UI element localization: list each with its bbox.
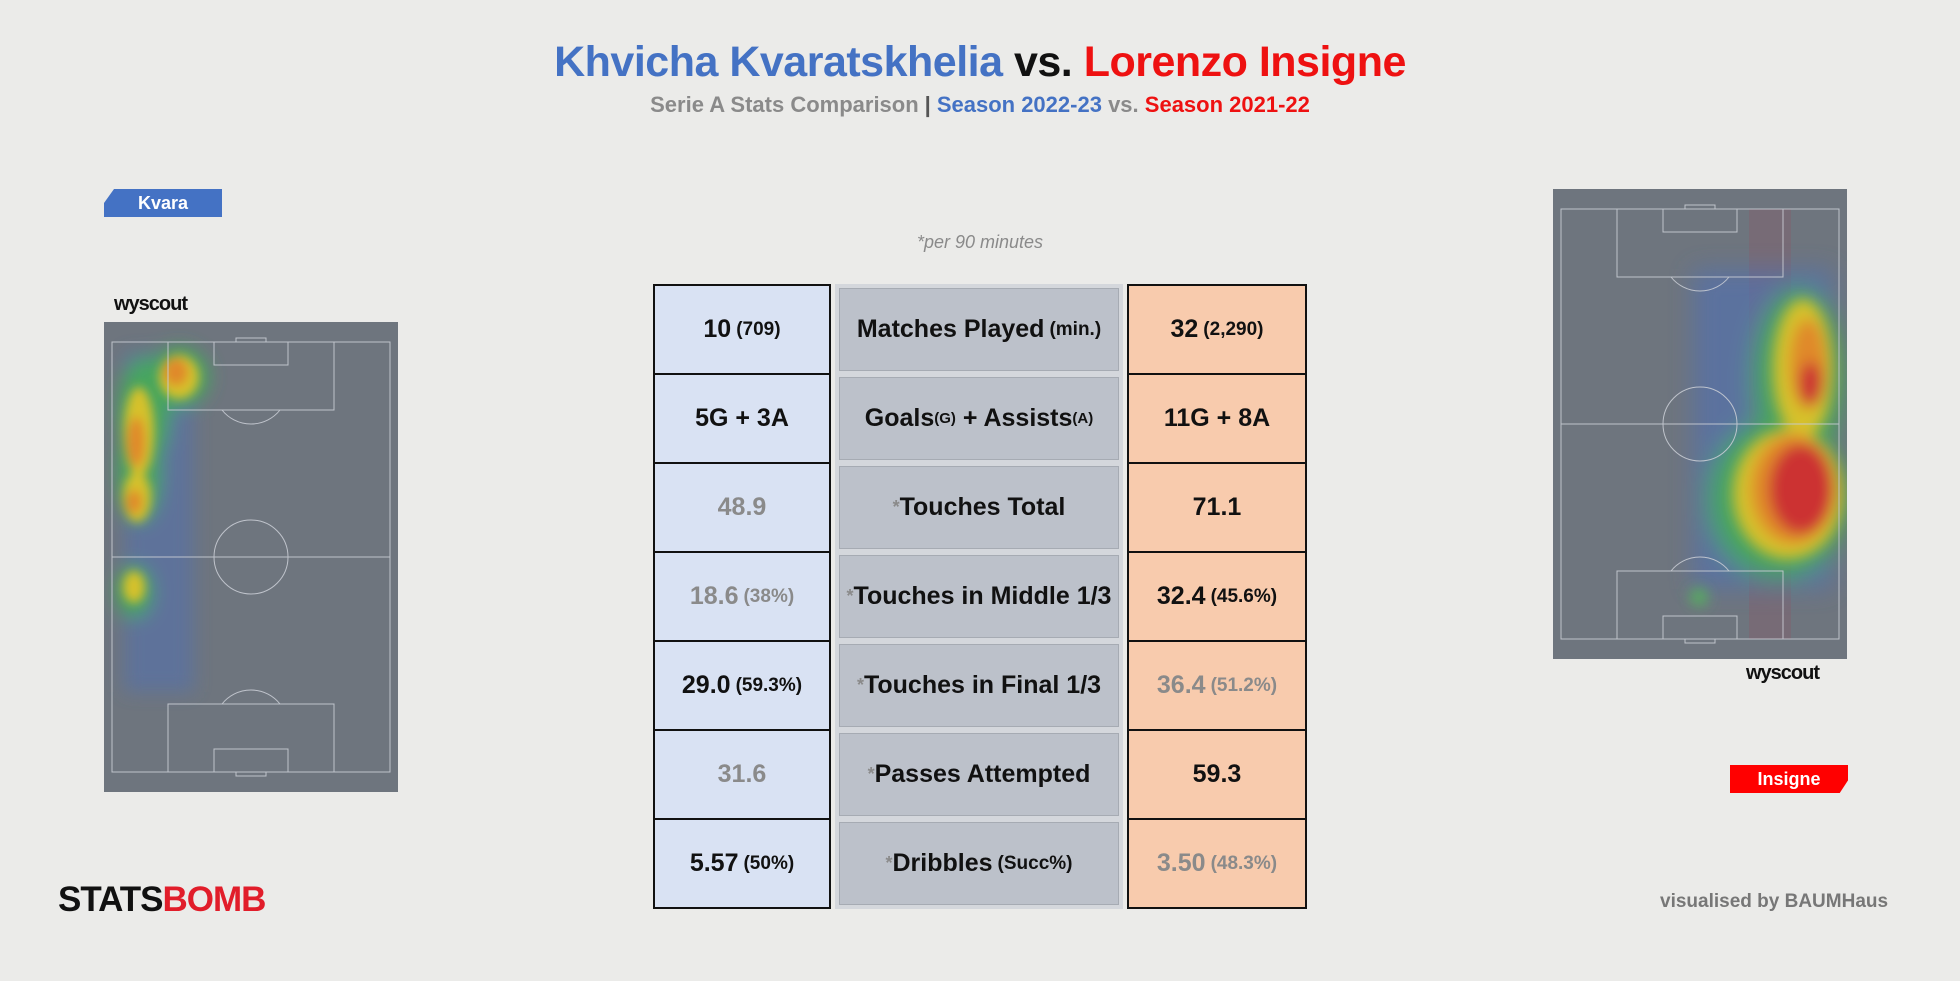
heatmap-pitch-left bbox=[104, 322, 398, 792]
player-b-tag: Insigne bbox=[1730, 765, 1848, 793]
player-a-value: 31.6 bbox=[653, 729, 831, 820]
stat-label: * Dribbles (Succ%) bbox=[835, 818, 1123, 909]
table-row: 5G + 3A Goals (G) + Assists (A) 11G + 8A bbox=[653, 373, 1307, 464]
stat-label: Matches Played (min.) bbox=[835, 284, 1123, 375]
table-row: 29.0 (59.3%) * Touches in Final 1/3 36.4 (5… bbox=[653, 640, 1307, 731]
player-b-value: 59.3 bbox=[1127, 729, 1307, 820]
subtitle-separator: | bbox=[924, 92, 931, 117]
per90-note: *per 90 minutes bbox=[916, 232, 1044, 252]
statsbomb-logo: STATSBOMB bbox=[58, 880, 266, 919]
player-b-value: 11G + 8A bbox=[1127, 373, 1307, 464]
subtitle-vs: vs. bbox=[1108, 92, 1139, 117]
credit-text: visualised by BAUMHaus bbox=[1660, 891, 1889, 912]
player-b-name: Lorenzo Insigne bbox=[1083, 38, 1407, 86]
player-b-value: 3.50 (48.3%) bbox=[1127, 818, 1307, 909]
player-b-value: 36.4 (51.2%) bbox=[1127, 640, 1307, 731]
stats-comparison-table: 10 (709) Matches Played (min.) 32 (2,290) 5… bbox=[653, 284, 1307, 909]
player-a-value: 29.0 (59.3%) bbox=[653, 640, 831, 731]
subtitle: Serie A Stats Comparison | Season 2022-23 … bbox=[0, 92, 1960, 118]
provider-label-right: wyscout bbox=[1746, 662, 1820, 684]
season-a: Season 2022-23 bbox=[936, 92, 1102, 117]
stat-label: Goals (G) + Assists (A) bbox=[835, 373, 1123, 464]
player-b-value: 71.1 bbox=[1127, 462, 1307, 553]
subtitle-lead: Serie A Stats Comparison bbox=[650, 92, 919, 117]
title-vs: vs. bbox=[1013, 38, 1073, 86]
stat-label: * Touches in Middle 1/3 bbox=[835, 551, 1123, 642]
player-a-tag: Kvara bbox=[104, 189, 222, 217]
player-a-value: 5G + 3A bbox=[653, 373, 831, 464]
provider-label-left: wyscout bbox=[114, 293, 188, 315]
player-a-value: 48.9 bbox=[653, 462, 831, 553]
table-row: 10 (709) Matches Played (min.) 32 (2,290) bbox=[653, 284, 1307, 375]
player-a-value: 18.6 (38%) bbox=[653, 551, 831, 642]
chart-title: Khvicha Kvaratskhelia vs. Lorenzo Insign… bbox=[0, 38, 1960, 87]
player-a-name: Khvicha Kvaratskhelia bbox=[554, 38, 1003, 86]
table-row: 48.9 * Touches Total 71.1 bbox=[653, 462, 1307, 553]
heatmap-pitch-right bbox=[1553, 189, 1847, 659]
table-row: 18.6 (38%) * Touches in Middle 1/3 32.4 (45… bbox=[653, 551, 1307, 642]
stat-label: * Touches in Final 1/3 bbox=[835, 640, 1123, 731]
player-b-value: 32.4 (45.6%) bbox=[1127, 551, 1307, 642]
stat-label: * Touches Total bbox=[835, 462, 1123, 553]
player-a-value: 5.57 (50%) bbox=[653, 818, 831, 909]
table-row: 5.57 (50%) * Dribbles (Succ%) 3.50 (48.3%) bbox=[653, 818, 1307, 909]
player-b-value: 32 (2,290) bbox=[1127, 284, 1307, 375]
stat-label: * Passes Attempted bbox=[835, 729, 1123, 820]
player-a-value: 10 (709) bbox=[653, 284, 831, 375]
season-b: Season 2021-22 bbox=[1144, 92, 1310, 117]
table-row: 31.6 * Passes Attempted 59.3 bbox=[653, 729, 1307, 820]
